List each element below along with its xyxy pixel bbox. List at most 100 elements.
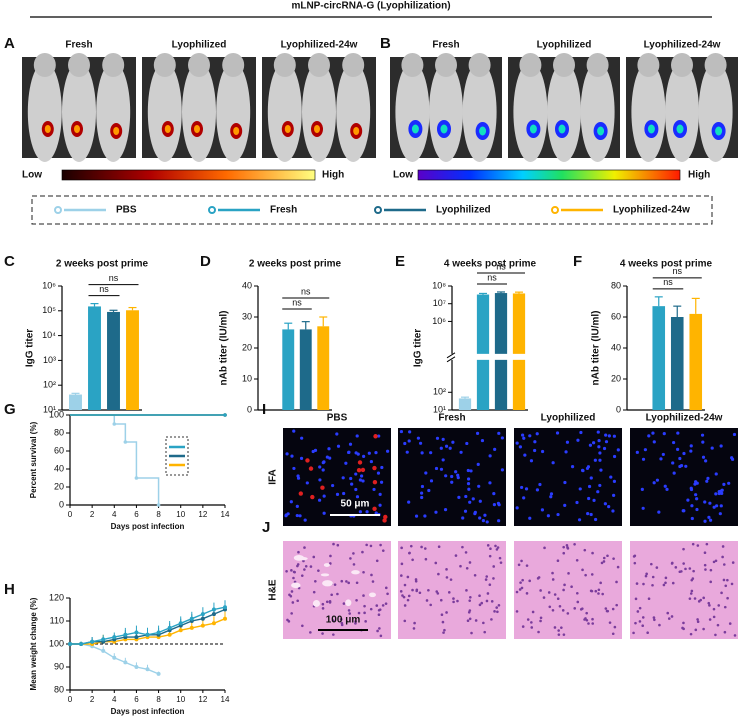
nucleus-stain (468, 500, 472, 504)
cell-nucleus (355, 598, 358, 602)
cell-nucleus (726, 578, 729, 582)
cell-nucleus (478, 603, 482, 607)
cell-nucleus (667, 617, 671, 620)
cell-nucleus (400, 574, 403, 577)
nucleus-stain (416, 436, 420, 440)
nucleus-stain (471, 497, 475, 501)
mouse (96, 62, 131, 162)
cell-nucleus (362, 570, 365, 574)
significance-label: ns (301, 286, 311, 296)
y-tick-label: 60 (611, 311, 621, 321)
cell-nucleus (702, 596, 705, 600)
signal-core (74, 125, 80, 133)
cell-nucleus (425, 599, 429, 602)
y-tick-label: 10⁶ (42, 280, 56, 290)
ifa-image (514, 428, 622, 526)
nucleus-stain (448, 446, 452, 450)
cell-nucleus (340, 579, 344, 583)
cell-nucleus (412, 627, 416, 630)
bar (652, 306, 666, 410)
cell-nucleus (445, 611, 448, 614)
nucleus-stain (420, 484, 425, 489)
cell-nucleus (547, 591, 551, 594)
nucleus-stain (612, 479, 617, 484)
cell-nucleus (486, 592, 490, 595)
cell-nucleus (331, 619, 335, 622)
cell-nucleus (517, 563, 521, 567)
nucleus-stain (596, 490, 600, 494)
cell-nucleus (495, 606, 499, 609)
cell-nucleus (602, 556, 606, 560)
cell-nucleus (539, 589, 542, 592)
cell-nucleus (633, 561, 637, 565)
y-axis-label: nAb titer (IU/ml) (219, 311, 230, 386)
nucleus-stain (477, 484, 481, 488)
cell-nucleus (613, 625, 617, 629)
nucleus-stain (450, 480, 454, 484)
nucleus-stain (535, 488, 540, 492)
cell-nucleus (427, 588, 430, 592)
cell-nucleus (424, 557, 428, 561)
cell-nucleus (357, 611, 361, 615)
cell-nucleus (702, 627, 705, 631)
nucleus-stain (609, 475, 613, 479)
nucleus-stain (679, 463, 684, 468)
he-image (514, 541, 622, 639)
nucleus-stain (672, 471, 676, 475)
cell-nucleus (347, 581, 350, 585)
cell-nucleus (530, 621, 533, 624)
cell-nucleus (456, 599, 459, 603)
cell-nucleus (441, 620, 445, 624)
nucleus-stain (718, 512, 722, 516)
tissue-vacuole (291, 582, 301, 589)
cell-nucleus (641, 616, 645, 619)
cell-nucleus (518, 588, 522, 591)
nucleus-stain (563, 480, 567, 485)
cell-nucleus (539, 619, 542, 623)
cell-nucleus (478, 594, 481, 598)
nucleus-stain (594, 517, 598, 522)
cell-nucleus (688, 597, 692, 600)
signal-core (113, 127, 120, 135)
mouse (429, 62, 463, 162)
nucleus-stain (290, 454, 294, 458)
image-column-label: Fresh (432, 40, 459, 51)
nucleus-stain (493, 447, 497, 451)
figure-title: mLNP-circRNA-G (Lyophilization) (291, 1, 450, 12)
mouse-head (342, 53, 365, 77)
nucleus-stain (597, 445, 601, 449)
cell-nucleus (439, 598, 443, 602)
nucleus-stain (612, 434, 616, 438)
axis-break-mark (446, 352, 456, 359)
mouse (580, 62, 615, 162)
nucleus-stain (592, 498, 596, 502)
nucleus-stain (466, 477, 471, 481)
nucleus-stain (587, 484, 592, 489)
nucleus-stain (492, 492, 496, 496)
nucleus-stain (469, 469, 473, 473)
nucleus-stain (358, 510, 362, 514)
cell-nucleus (329, 562, 332, 565)
cell-nucleus (420, 545, 423, 549)
panel-letter: H (4, 581, 15, 598)
cell-nucleus (413, 621, 416, 625)
nucleus-stain (528, 434, 532, 438)
nucleus-stain (465, 441, 469, 446)
nucleus-stain (529, 459, 534, 463)
cell-nucleus (714, 559, 718, 563)
x-tick-label: 0 (68, 510, 73, 519)
nucleus-stain (327, 447, 331, 451)
cell-nucleus (712, 560, 716, 564)
nucleus-stain (587, 496, 591, 501)
cell-nucleus (515, 590, 519, 594)
nucleus-stain (429, 451, 433, 455)
nucleus-stain (598, 451, 602, 455)
weight-point (145, 632, 150, 637)
nucleus-stain (405, 450, 409, 454)
cell-nucleus (339, 618, 343, 621)
cell-nucleus (696, 544, 700, 547)
cell-nucleus (584, 617, 587, 620)
scale-high: High (688, 170, 710, 181)
weight-point (178, 628, 183, 633)
weight-point (178, 621, 183, 626)
